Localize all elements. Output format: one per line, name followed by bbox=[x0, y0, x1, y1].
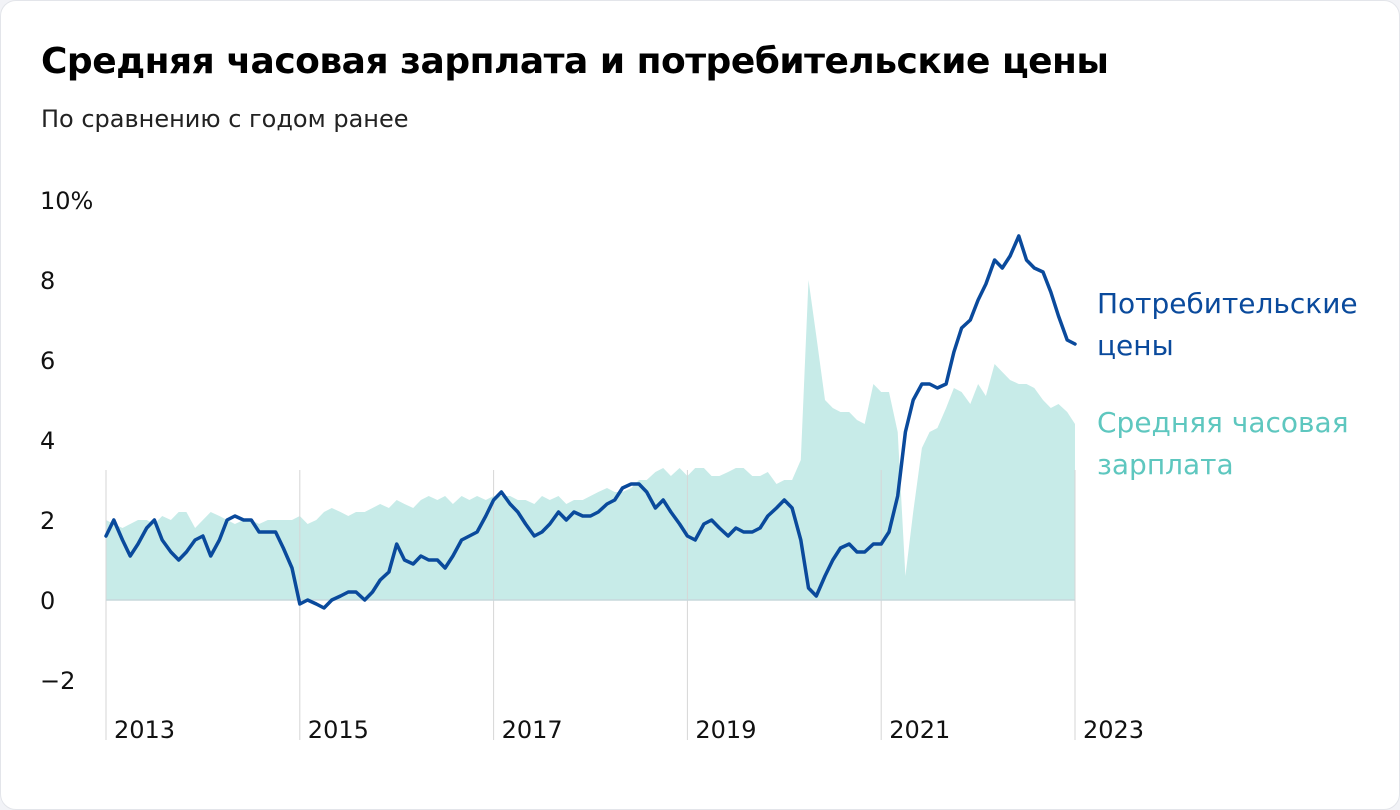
legend-cpi-label: цены bbox=[1097, 329, 1174, 362]
y-tick-label: 0 bbox=[40, 587, 55, 615]
x-tick-label: 2015 bbox=[308, 716, 369, 744]
chart-subtitle: По сравнению с годом ранее bbox=[41, 105, 409, 133]
y-tick-label: −2 bbox=[40, 667, 75, 695]
cpi-line bbox=[104, 234, 1077, 610]
x-tick-label: 2013 bbox=[114, 716, 175, 744]
x-tick-label: 2017 bbox=[502, 716, 563, 744]
y-tick-label: 8 bbox=[40, 267, 55, 295]
y-tick-label: 6 bbox=[40, 347, 55, 375]
y-tick-label: 10% bbox=[40, 187, 93, 215]
x-tick-label: 2019 bbox=[695, 716, 756, 744]
legend-cpi-label: Потребительские bbox=[1097, 287, 1358, 320]
y-tick-label: 2 bbox=[40, 507, 55, 535]
x-tick-label: 2023 bbox=[1083, 716, 1144, 744]
x-tick-label: 2021 bbox=[889, 716, 950, 744]
y-tick-label: 4 bbox=[40, 427, 55, 455]
legend-wages-label: зарплата bbox=[1097, 448, 1234, 481]
wages-area bbox=[106, 280, 1075, 600]
legend-wages-label: Средняя часовая bbox=[1097, 406, 1349, 439]
chart-title: Средняя часовая зарплата и потребительск… bbox=[41, 41, 1109, 82]
